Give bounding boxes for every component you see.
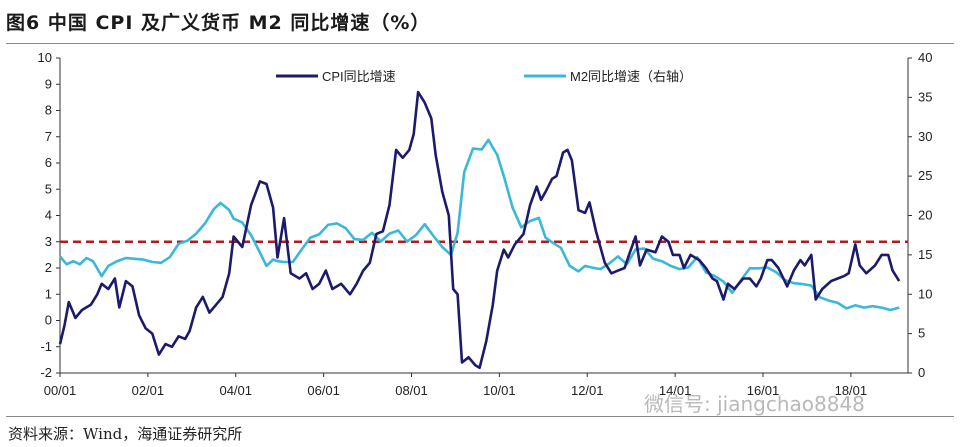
- x-tick-label: 16/01: [747, 383, 780, 398]
- y-right-tick-label: 25: [918, 168, 932, 183]
- chart-svg: -2 -1 0 1 2 3 4 5 6 7 8 9 10 0 5 10 15 20 25 30 35 40 00/01 02/…: [38, 50, 933, 398]
- axes-group: -2 -1 0 1 2 3 4 5 6 7 8 9 10 0 5 10 15 20 25 30 35 40 00/01 02/…: [38, 50, 933, 398]
- x-tick-label: 14/01: [659, 383, 692, 398]
- series-lines-group: [58, 90, 901, 370]
- y-left-tick-label: 0: [45, 313, 52, 328]
- y-left-tick-label: -1: [40, 339, 52, 354]
- legend: CPI同比增速 M2同比增速（右轴）: [276, 69, 692, 84]
- footer-divider: [6, 416, 954, 417]
- y-left-tick-label: 3: [45, 234, 52, 249]
- y-right-tick-label: 10: [918, 286, 932, 301]
- y-right-tick-label: 35: [918, 89, 932, 104]
- x-tick-label: 12/01: [571, 383, 604, 398]
- legend-cpi-label: CPI同比增速: [322, 69, 396, 84]
- y-right-tick-label: 0: [918, 365, 925, 380]
- chart-title: 图6 中国 CPI 及广义货币 M2 同比增速（%）: [6, 12, 431, 34]
- watermark-text: 微信号: jiangchao8848: [644, 392, 865, 416]
- x-tick-label: 10/01: [483, 383, 516, 398]
- m2-series-line: [59, 138, 900, 312]
- cpi-series-line: [58, 90, 901, 370]
- x-tick-label: 00/01: [44, 383, 77, 398]
- y-left-tick-label: 4: [45, 208, 52, 223]
- x-tick-label: 02/01: [132, 383, 165, 398]
- title-divider: [6, 43, 954, 44]
- y-left-tick-label: 7: [45, 129, 52, 144]
- x-tick-label: 08/01: [395, 383, 428, 398]
- y-left-tick-label: 9: [45, 76, 52, 91]
- y-left-tick-label: 6: [45, 155, 52, 170]
- y-right-tick-label: 20: [918, 208, 932, 223]
- y-left-tick-label: 10: [38, 50, 52, 65]
- x-tick-label: 04/01: [219, 383, 252, 398]
- y-left-tick-label: 8: [45, 103, 52, 118]
- y-left-tick-label: 5: [45, 181, 52, 196]
- y-left-tick-label: 2: [45, 260, 52, 275]
- y-right-tick-label: 15: [918, 247, 932, 262]
- y-right-tick-label: 30: [918, 129, 932, 144]
- y-right-tick-label: 5: [918, 326, 925, 341]
- x-tick-label: 18/01: [835, 383, 868, 398]
- y-left-tick-label: -2: [40, 365, 52, 380]
- legend-m2-label: M2同比增速（右轴）: [570, 69, 692, 84]
- y-left-tick-label: 1: [45, 286, 52, 301]
- x-tick-label: 06/01: [307, 383, 340, 398]
- y-right-tick-label: 40: [918, 50, 932, 65]
- source-note: 资料来源：Wind，海通证券研究所: [8, 425, 243, 443]
